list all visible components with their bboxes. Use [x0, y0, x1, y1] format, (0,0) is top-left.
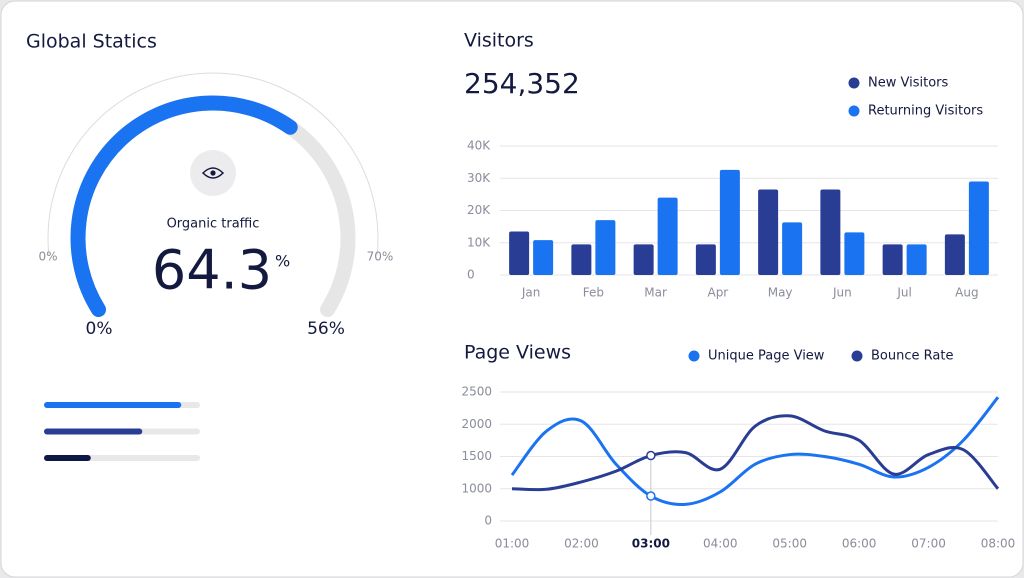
gauge-scale-min: 0% [38, 250, 57, 264]
y-tick-label: 40K [467, 139, 491, 153]
y-tick-label: 20K [467, 203, 491, 217]
gauge-value-arc [70, 95, 298, 318]
legend-marker [848, 105, 860, 117]
x-tick-label: May [768, 286, 793, 300]
x-tick-label: Jun [832, 286, 852, 300]
gauge-end-end: 56% [307, 319, 345, 339]
y-tick-label: 0 [467, 268, 475, 282]
bar [944, 234, 965, 275]
eye-icon [201, 167, 225, 179]
gauge-outline [47, 72, 379, 256]
gauge-unit: % [275, 252, 290, 271]
bar [882, 244, 903, 275]
legend-label: Bounce Rate [871, 349, 953, 364]
bar [758, 189, 779, 275]
x-tick-label: 08:00 [981, 537, 1016, 551]
pageviews-title: Page Views [464, 342, 571, 364]
gauge-value: 64.3 [152, 239, 272, 302]
y-tick-label: 10K [467, 235, 491, 249]
progress-bar [44, 455, 91, 461]
line [511, 414, 1000, 492]
highlight-point [646, 491, 656, 501]
bar [571, 244, 592, 275]
x-tick-label: 04:00 [703, 537, 738, 551]
gauge-scale-max: 70% [367, 250, 394, 264]
bar [968, 181, 989, 275]
x-tick-label: Mar [644, 286, 667, 300]
bar [820, 189, 841, 275]
gauge-label: Organic traffic [167, 217, 260, 232]
line [510, 396, 1000, 506]
x-tick-label: Apr [707, 286, 728, 300]
x-tick-label: 01:00 [495, 537, 530, 551]
progress-bar [44, 428, 143, 435]
legend-marker [848, 77, 860, 89]
x-tick-label: 05:00 [772, 537, 807, 551]
bar [844, 232, 865, 275]
bar [657, 197, 678, 275]
x-tick-label: 03:00 [632, 537, 670, 551]
bar [719, 169, 740, 275]
eye-pupil [210, 170, 216, 176]
gauge-end-start: 0% [86, 319, 113, 339]
y-tick-label: 0 [484, 514, 492, 528]
gauge-title: Global Statics [26, 31, 157, 53]
y-tick-label: 2000 [461, 417, 492, 431]
progress-bar [44, 402, 182, 408]
y-tick-label: 30K [467, 171, 491, 185]
bar [782, 222, 803, 275]
x-tick-label: 06:00 [842, 537, 877, 551]
bar [509, 231, 530, 275]
bar [695, 244, 716, 275]
x-tick-label: Feb [583, 286, 604, 300]
bar [533, 240, 554, 275]
x-tick-label: Jul [896, 286, 911, 300]
legend-marker [688, 350, 700, 362]
y-tick-label: 1500 [461, 449, 492, 463]
bar [633, 244, 654, 275]
y-tick-label: 2500 [461, 385, 492, 399]
bar [906, 244, 927, 275]
legend-marker [851, 350, 863, 362]
y-tick-label: 1000 [461, 481, 492, 495]
x-tick-label: Jan [521, 286, 541, 300]
visitors-total: 254,352 [464, 67, 580, 100]
visitors-title: Visitors [464, 30, 534, 52]
highlight-point [646, 450, 656, 461]
bar [595, 220, 616, 275]
x-tick-label: 07:00 [911, 537, 946, 551]
legend-label: New Visitors [868, 76, 948, 91]
legend-label: Returning Visitors [868, 104, 983, 119]
x-tick-label: 02:00 [564, 537, 599, 551]
legend-label: Unique Page View [708, 349, 825, 364]
x-tick-label: Aug [955, 286, 978, 300]
